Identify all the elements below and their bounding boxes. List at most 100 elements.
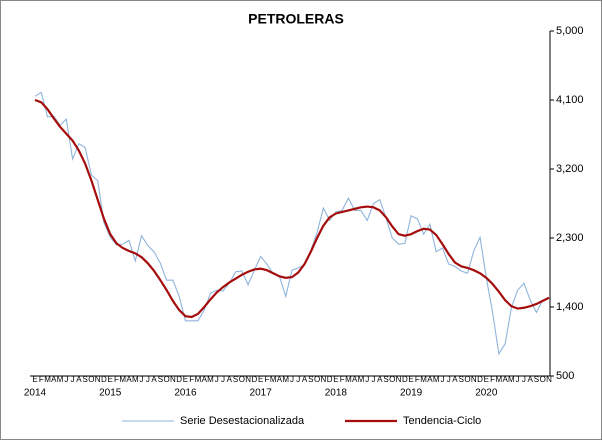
y-tick-label: 2,300 [556, 232, 584, 244]
x-tick-label: J [140, 375, 144, 384]
x-tick-label: S [158, 375, 163, 384]
year-label: 2019 [400, 388, 423, 399]
x-tick-label: F [114, 375, 119, 384]
x-tick-label: A [202, 375, 208, 384]
x-tick-label: D [251, 375, 257, 384]
x-tick-label: A [227, 375, 233, 384]
x-tick-label: A [302, 375, 308, 384]
x-tick-label: M [358, 375, 365, 384]
x-tick-label: J [522, 375, 526, 384]
x-tick-label: M [207, 375, 214, 384]
x-tick-label: S [233, 375, 238, 384]
x-tick-label: J [71, 375, 75, 384]
x-tick-label: A [126, 375, 132, 384]
x-tick-label: A [502, 375, 508, 384]
series-line [34, 91, 550, 356]
x-tick-label: M [420, 375, 427, 384]
x-tick-label: O [239, 375, 245, 384]
x-tick-label: N [95, 375, 101, 384]
x-tick-label: N [245, 375, 251, 384]
x-tick-label: J [371, 375, 375, 384]
x-tick-label: E [183, 375, 188, 384]
x-tick-label: M [508, 375, 515, 384]
x-tick-label: S [308, 375, 313, 384]
legend-label: Tendencia-Ciclo [403, 415, 481, 427]
x-tick-label: J [64, 375, 68, 384]
x-tick-label: J [516, 375, 520, 384]
x-tick-label: O [464, 375, 470, 384]
x-tick-label: M [496, 375, 503, 384]
x-tick-label: N [396, 375, 402, 384]
x-tick-label: A [352, 375, 358, 384]
x-tick-label: E [484, 375, 489, 384]
x-tick-label: D [327, 375, 333, 384]
x-tick-label: M [195, 375, 202, 384]
x-tick-label: O [314, 375, 320, 384]
x-tick-label: J [146, 375, 150, 384]
x-tick-label: M [132, 375, 139, 384]
y-tick-label: 4,100 [556, 94, 584, 106]
x-tick-label: N [471, 375, 477, 384]
x-tick-label: M [345, 375, 352, 384]
x-tick-label: D [176, 375, 182, 384]
chart-title: PETROLERAS [248, 11, 344, 27]
x-tick-label: M [433, 375, 440, 384]
year-label: 2016 [174, 388, 197, 399]
x-tick-label: A [151, 375, 157, 384]
year-label: 2020 [475, 388, 498, 399]
x-tick-label: S [383, 375, 388, 384]
x-tick-label: N [170, 375, 176, 384]
year-label: 2014 [24, 388, 47, 399]
x-tick-label: A [76, 375, 82, 384]
x-tick-label: O [540, 375, 546, 384]
y-tick-label: 500 [556, 370, 574, 382]
x-tick-label: O [164, 375, 170, 384]
x-tick-label: D [402, 375, 408, 384]
x-tick-label: E [408, 375, 413, 384]
x-tick-label: S [459, 375, 464, 384]
x-tick-label: E [333, 375, 338, 384]
x-tick-label: F [264, 375, 269, 384]
x-tick-label: M [57, 375, 64, 384]
x-tick-label: A [452, 375, 458, 384]
x-tick-label: N [546, 375, 552, 384]
y-tick-label: 5,000 [556, 25, 584, 37]
x-tick-label: D [101, 375, 107, 384]
year-label: 2018 [325, 388, 348, 399]
x-tick-label: S [534, 375, 539, 384]
x-tick-label: E [108, 375, 113, 384]
x-tick-label: A [528, 375, 534, 384]
x-tick-label: F [340, 375, 345, 384]
x-tick-label: F [490, 375, 495, 384]
x-tick-label: A [377, 375, 383, 384]
year-label: 2017 [250, 388, 273, 399]
series-line [34, 98, 550, 319]
x-tick-label: J [365, 375, 369, 384]
x-tick-label: S [82, 375, 87, 384]
x-tick-label: M [282, 375, 289, 384]
x-tick-label: M [44, 375, 51, 384]
x-tick-label: N [320, 375, 326, 384]
x-tick-label: J [440, 375, 444, 384]
x-tick-label: A [51, 375, 57, 384]
year-label: 2015 [99, 388, 122, 399]
x-tick-label: E [32, 375, 37, 384]
y-tick-label: 3,200 [556, 163, 584, 175]
x-tick-label: E [258, 375, 263, 384]
x-tick-label: M [270, 375, 277, 384]
x-tick-label: A [427, 375, 433, 384]
x-tick-label: D [477, 375, 483, 384]
legend-label: Serie Desestacionalizada [180, 415, 305, 427]
x-tick-label: F [189, 375, 194, 384]
x-tick-label: F [415, 375, 420, 384]
x-tick-label: J [215, 375, 219, 384]
x-tick-label: J [447, 375, 451, 384]
x-tick-label: M [119, 375, 126, 384]
x-tick-label: O [88, 375, 94, 384]
x-tick-label: O [389, 375, 395, 384]
x-tick-label: J [296, 375, 300, 384]
x-tick-label: A [277, 375, 283, 384]
x-tick-label: J [221, 375, 225, 384]
